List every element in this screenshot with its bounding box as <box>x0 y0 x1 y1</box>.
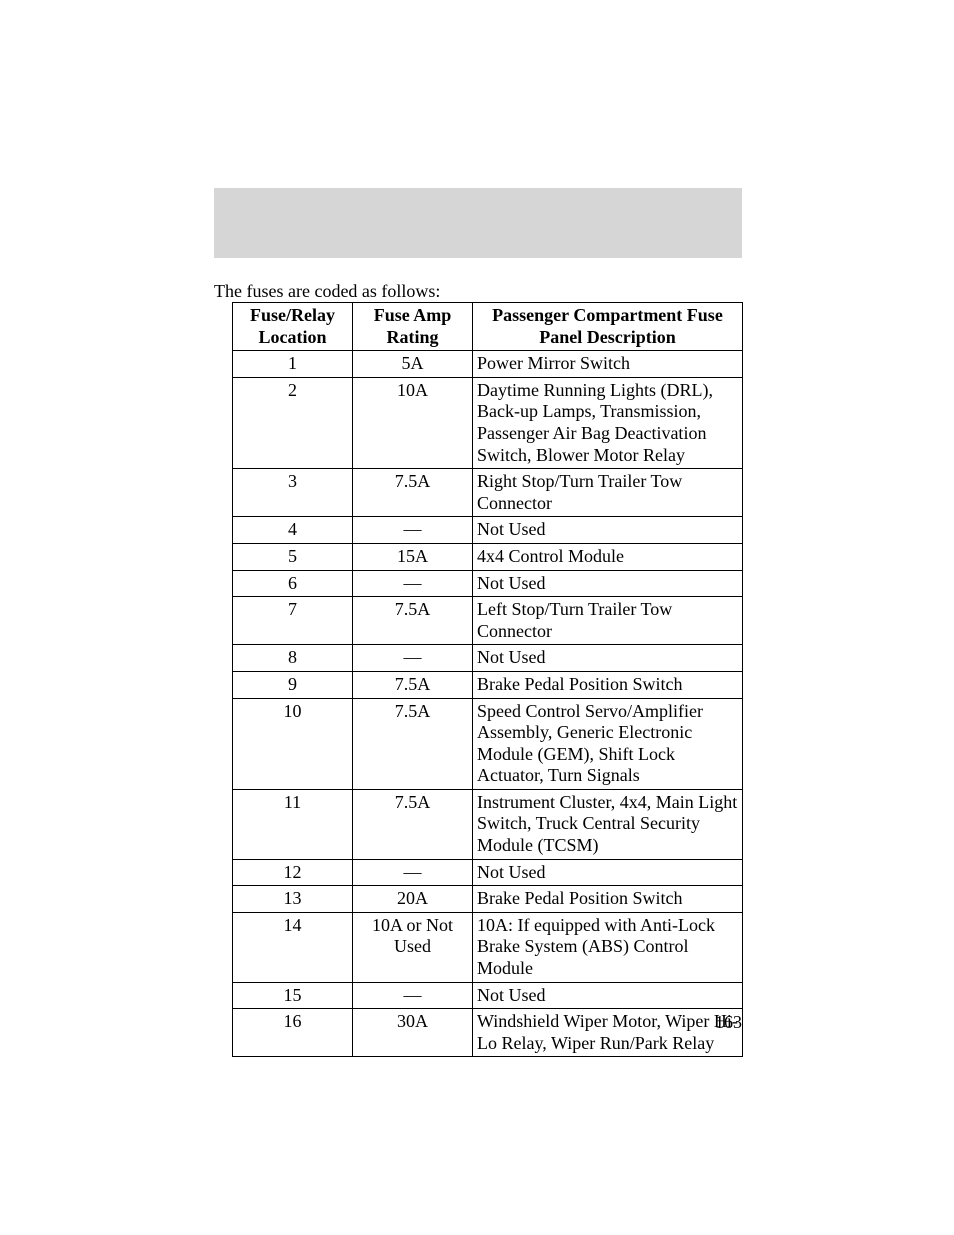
cell-amp: 15A <box>353 543 473 570</box>
cell-description: 10A: If equipped with Anti-Lock Brake Sy… <box>473 912 743 982</box>
cell-description: Not Used <box>473 517 743 544</box>
page-number: 163 <box>715 1012 742 1034</box>
col-header-location-line1: Fuse/Relay <box>237 305 348 327</box>
page: The fuses are coded as follows: Fuse/Rel… <box>0 0 954 1235</box>
cell-location: 9 <box>233 671 353 698</box>
cell-location: 5 <box>233 543 353 570</box>
table-header: Fuse/Relay Location Fuse Amp Rating Pass… <box>233 303 743 351</box>
cell-amp: — <box>353 645 473 672</box>
table-row: 6—Not Used <box>233 570 743 597</box>
cell-amp: 7.5A <box>353 469 473 517</box>
cell-amp: — <box>353 982 473 1009</box>
cell-location: 15 <box>233 982 353 1009</box>
cell-description: Windshield Wiper Motor, Wiper Hi-Lo Rela… <box>473 1009 743 1057</box>
cell-amp: 5A <box>353 351 473 378</box>
cell-location: 13 <box>233 886 353 913</box>
table-row: 15APower Mirror Switch <box>233 351 743 378</box>
table-header-row: Fuse/Relay Location Fuse Amp Rating Pass… <box>233 303 743 351</box>
table-row: 1410A or Not Used10A: If equipped with A… <box>233 912 743 982</box>
cell-description: Not Used <box>473 859 743 886</box>
fuse-table: Fuse/Relay Location Fuse Amp Rating Pass… <box>232 302 743 1057</box>
cell-location: 11 <box>233 789 353 859</box>
cell-amp: 20A <box>353 886 473 913</box>
table-row: 210ADaytime Running Lights (DRL), Back-u… <box>233 377 743 468</box>
table-row: 515A4x4 Control Module <box>233 543 743 570</box>
cell-description: Right Stop/Turn Trailer Tow Connector <box>473 469 743 517</box>
cell-description: Brake Pedal Position Switch <box>473 671 743 698</box>
table-row: 15—Not Used <box>233 982 743 1009</box>
cell-description: Not Used <box>473 645 743 672</box>
section-header-bar <box>214 188 742 258</box>
cell-location: 2 <box>233 377 353 468</box>
cell-description: Left Stop/Turn Trailer Tow Connector <box>473 597 743 645</box>
cell-amp: 7.5A <box>353 597 473 645</box>
cell-location: 12 <box>233 859 353 886</box>
cell-amp: — <box>353 859 473 886</box>
col-header-desc-line1: Passenger Compartment Fuse <box>477 305 738 327</box>
table-row: 37.5ARight Stop/Turn Trailer Tow Connect… <box>233 469 743 517</box>
cell-description: Daytime Running Lights (DRL), Back-up La… <box>473 377 743 468</box>
cell-amp: 7.5A <box>353 789 473 859</box>
cell-amp: — <box>353 517 473 544</box>
cell-description: Speed Control Servo/Amplifier Assembly, … <box>473 698 743 789</box>
col-header-amp: Fuse Amp Rating <box>353 303 473 351</box>
cell-description: Instrument Cluster, 4x4, Main Light Swit… <box>473 789 743 859</box>
cell-amp: 10A <box>353 377 473 468</box>
cell-location: 8 <box>233 645 353 672</box>
col-header-amp-line1: Fuse Amp <box>357 305 468 327</box>
intro-text: The fuses are coded as follows: <box>214 281 440 303</box>
cell-description: Not Used <box>473 982 743 1009</box>
table-row: 4—Not Used <box>233 517 743 544</box>
cell-location: 4 <box>233 517 353 544</box>
cell-location: 14 <box>233 912 353 982</box>
cell-amp: 30A <box>353 1009 473 1057</box>
cell-location: 3 <box>233 469 353 517</box>
cell-amp: — <box>353 570 473 597</box>
col-header-location: Fuse/Relay Location <box>233 303 353 351</box>
col-header-amp-line2: Rating <box>357 327 468 349</box>
col-header-desc-line2: Panel Description <box>477 327 738 349</box>
col-header-desc: Passenger Compartment Fuse Panel Descrip… <box>473 303 743 351</box>
cell-location: 1 <box>233 351 353 378</box>
cell-location: 16 <box>233 1009 353 1057</box>
cell-description: Not Used <box>473 570 743 597</box>
cell-description: Power Mirror Switch <box>473 351 743 378</box>
col-header-location-line2: Location <box>237 327 348 349</box>
table-row: 107.5ASpeed Control Servo/Amplifier Asse… <box>233 698 743 789</box>
table-row: 97.5ABrake Pedal Position Switch <box>233 671 743 698</box>
cell-amp: 10A or Not Used <box>353 912 473 982</box>
table-row: 1630AWindshield Wiper Motor, Wiper Hi-Lo… <box>233 1009 743 1057</box>
table-row: 8—Not Used <box>233 645 743 672</box>
table-body: 15APower Mirror Switch210ADaytime Runnin… <box>233 351 743 1057</box>
cell-amp: 7.5A <box>353 671 473 698</box>
cell-amp: 7.5A <box>353 698 473 789</box>
table-row: 77.5ALeft Stop/Turn Trailer Tow Connecto… <box>233 597 743 645</box>
table-row: 117.5AInstrument Cluster, 4x4, Main Ligh… <box>233 789 743 859</box>
cell-location: 10 <box>233 698 353 789</box>
cell-location: 6 <box>233 570 353 597</box>
table-row: 12—Not Used <box>233 859 743 886</box>
table-row: 1320ABrake Pedal Position Switch <box>233 886 743 913</box>
cell-description: Brake Pedal Position Switch <box>473 886 743 913</box>
cell-description: 4x4 Control Module <box>473 543 743 570</box>
cell-location: 7 <box>233 597 353 645</box>
